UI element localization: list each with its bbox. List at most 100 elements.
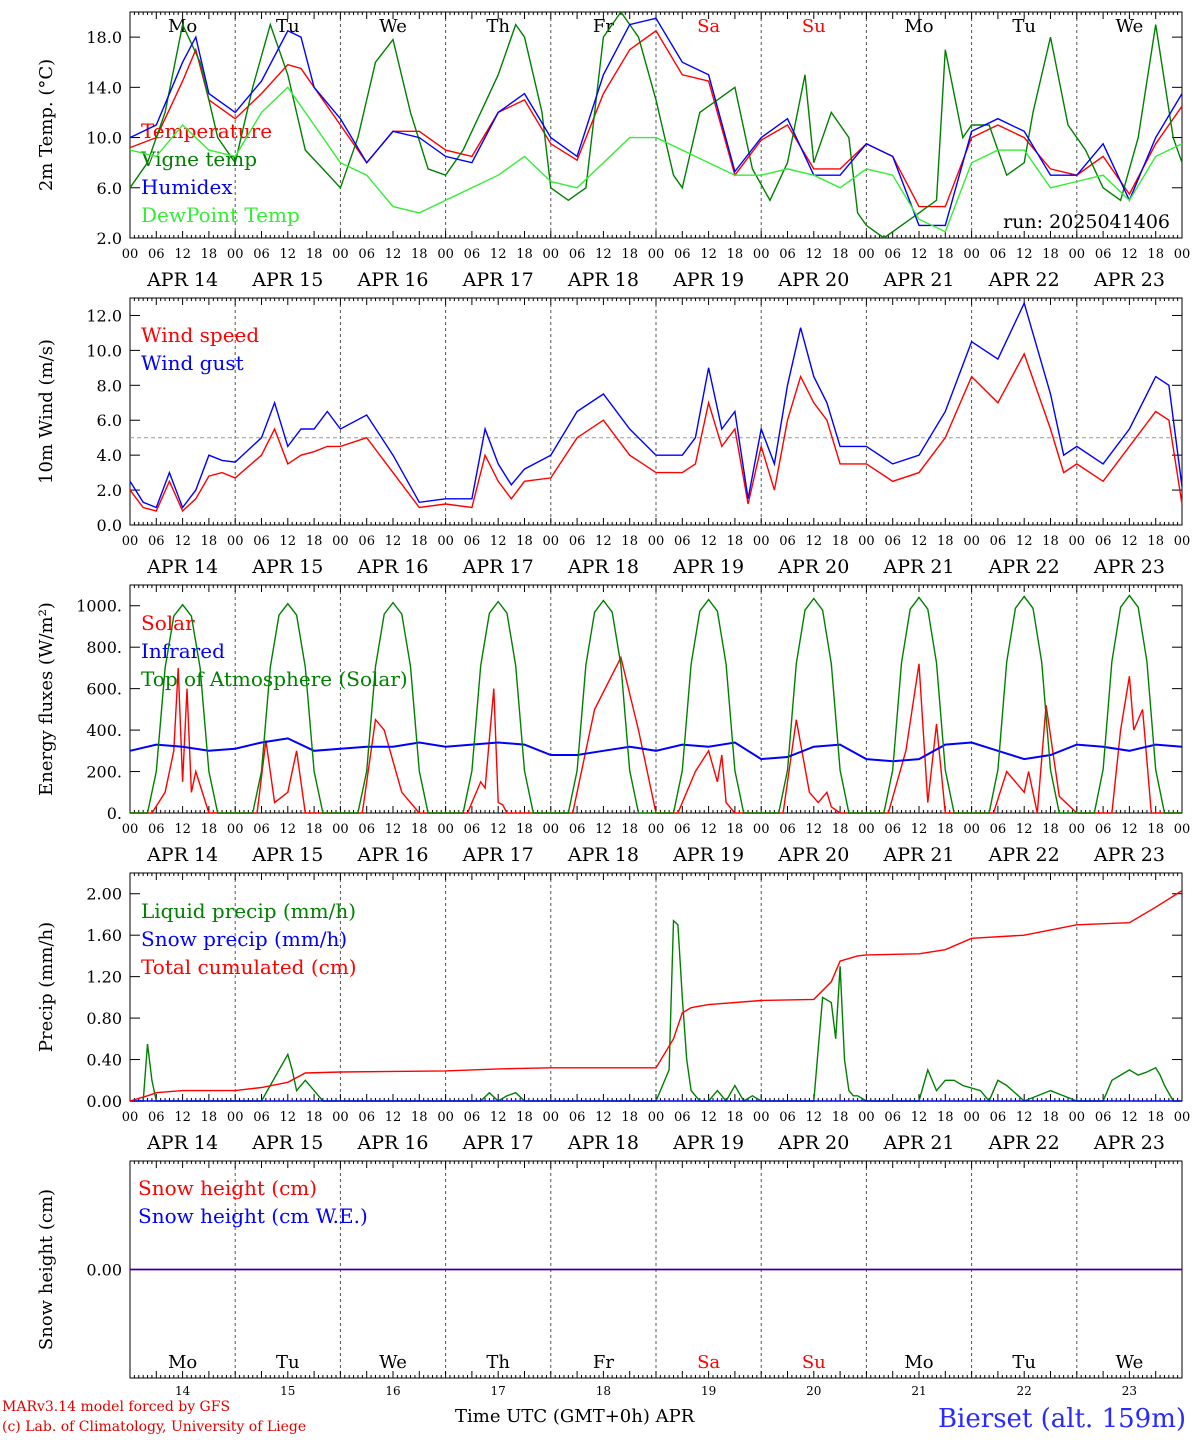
y-tick-label: 6.0	[97, 411, 122, 430]
hour-tick-label: 18	[832, 534, 849, 549]
hour-tick-label: 18	[306, 247, 323, 262]
y-tick-label: 2.0	[97, 481, 122, 500]
date-label: APR 22	[988, 269, 1060, 291]
date-label: APR 21	[882, 556, 954, 578]
y-tick-label: 8.0	[97, 376, 122, 395]
hour-tick-label: 18	[727, 247, 744, 262]
hour-tick-label: 06	[884, 247, 901, 262]
hour-tick-label: 12	[280, 247, 297, 262]
hour-tick-label: 00	[648, 247, 665, 262]
hour-tick-label: 18	[306, 822, 323, 837]
day-name: Mo	[904, 16, 933, 37]
day-number: 20	[806, 1384, 821, 1398]
hour-tick-label: 12	[385, 822, 402, 837]
date-label: APR 18	[567, 556, 639, 578]
hour-tick-label: 18	[937, 822, 954, 837]
hour-tick-label: 00	[1069, 534, 1086, 549]
day-name: Su	[802, 16, 826, 37]
hour-tick-label: 00	[858, 822, 875, 837]
hour-tick-label: 06	[674, 247, 691, 262]
hour-tick-label: 00	[648, 1110, 665, 1125]
hour-tick-label: 00	[543, 1110, 560, 1125]
hour-tick-label: 00	[753, 534, 770, 549]
hour-tick-label: 18	[727, 1110, 744, 1125]
hour-tick-label: 12	[385, 1110, 402, 1125]
date-label: APR 16	[356, 844, 428, 866]
date-label: APR 20	[777, 269, 849, 291]
hour-tick-label: 12	[174, 1110, 191, 1125]
day-name: We	[379, 1352, 407, 1373]
y-tick-label: 10.0	[86, 341, 122, 360]
hour-tick-label: 00	[122, 534, 139, 549]
hour-tick-label: 12	[174, 822, 191, 837]
hour-tick-label: 06	[779, 534, 796, 549]
hour-tick-label: 06	[464, 247, 481, 262]
x-axis-title-text: Time UTC (GMT+0h)	[455, 1406, 650, 1427]
hour-tick-label: 18	[832, 1110, 849, 1125]
legend-entry: DewPoint Temp	[141, 203, 300, 227]
day-name: Fr	[593, 16, 614, 37]
hour-tick-label: 00	[437, 1110, 454, 1125]
date-label: APR 14	[146, 269, 218, 291]
hour-tick-label: 00	[332, 247, 349, 262]
hour-tick-label: 00	[227, 247, 244, 262]
legend-entry: Vigne temp	[140, 147, 257, 171]
hour-tick-label: 12	[385, 534, 402, 549]
hour-tick-label: 18	[201, 822, 218, 837]
date-label: APR 21	[882, 1132, 954, 1154]
date-label: APR 19	[672, 1132, 744, 1154]
hour-tick-label: 06	[674, 822, 691, 837]
date-label: APR 17	[462, 1132, 534, 1154]
hour-tick-label: 06	[358, 534, 375, 549]
date-label: APR 15	[251, 556, 323, 578]
x-axis-title: Time UTC (GMT+0h) APR	[455, 1406, 694, 1427]
day-number: 22	[1017, 1384, 1032, 1398]
series-line	[129, 17, 1183, 227]
y-tick-label: 2.0	[97, 229, 122, 248]
hour-tick-label: 12	[1016, 822, 1033, 837]
y-tick-label: 1.60	[86, 926, 122, 945]
date-label: APR 14	[146, 556, 218, 578]
hour-tick-label: 18	[621, 247, 638, 262]
hour-tick-label: 12	[1121, 534, 1138, 549]
hour-tick-label: 12	[1016, 534, 1033, 549]
hour-tick-label: 00	[227, 822, 244, 837]
y-axis-label: 10m Wind (m/s)	[36, 339, 57, 484]
hour-tick-label: 18	[1042, 822, 1059, 837]
hour-tick-label: 18	[516, 822, 533, 837]
hour-tick-label: 06	[358, 822, 375, 837]
hour-tick-label: 18	[621, 1110, 638, 1125]
hour-tick-label: 06	[148, 1110, 165, 1125]
legend-entry: Liquid precip (mm/h)	[141, 899, 356, 923]
hour-tick-label: 00	[963, 534, 980, 549]
hour-tick-label: 00	[437, 247, 454, 262]
series-line	[129, 29, 1183, 208]
date-label: APR 20	[777, 844, 849, 866]
hour-tick-label: 18	[621, 534, 638, 549]
hour-tick-label: 12	[806, 1110, 823, 1125]
hour-tick-label: 06	[253, 1110, 270, 1125]
date-label: APR 18	[567, 1132, 639, 1154]
hour-tick-label: 18	[411, 1110, 428, 1125]
hour-tick-label: 18	[1147, 822, 1164, 837]
date-label: APR 18	[567, 269, 639, 291]
hour-tick-label: 06	[990, 822, 1007, 837]
series-line	[129, 86, 1183, 233]
hour-tick-label: 06	[464, 1110, 481, 1125]
series-line	[129, 301, 1183, 509]
hour-tick-label: 12	[595, 534, 612, 549]
date-label: APR 18	[567, 844, 639, 866]
hour-tick-label: 00	[543, 822, 560, 837]
date-label: APR 22	[988, 1132, 1060, 1154]
hour-tick-label: 12	[595, 247, 612, 262]
day-name: Sa	[697, 1352, 720, 1373]
hour-tick-label: 12	[595, 822, 612, 837]
hour-tick-label: 00	[1174, 247, 1191, 262]
hour-tick-label: 06	[464, 534, 481, 549]
hour-tick-label: 06	[990, 1110, 1007, 1125]
hour-tick-label: 12	[806, 247, 823, 262]
hour-tick-label: 06	[253, 247, 270, 262]
hour-tick-label: 06	[148, 822, 165, 837]
hour-tick-label: 06	[884, 534, 901, 549]
hour-tick-label: 06	[253, 822, 270, 837]
